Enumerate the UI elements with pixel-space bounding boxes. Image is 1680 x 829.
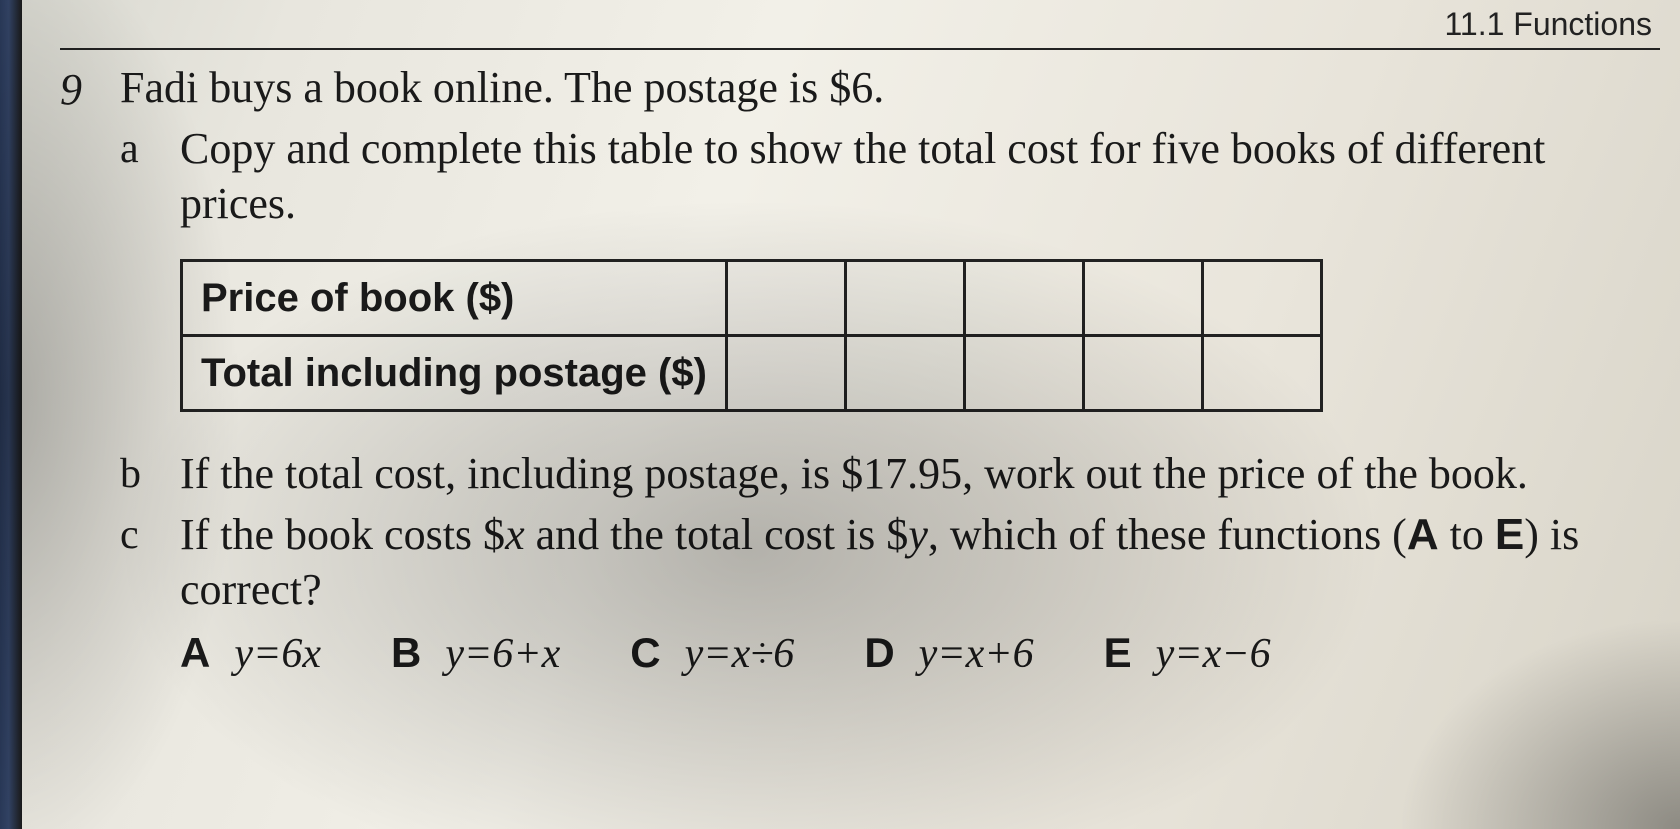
question-content: 9 Fadi buys a book online. The postage i… — [60, 60, 1652, 681]
option-D-expr: y=x+6 — [919, 631, 1034, 677]
blank-cell — [964, 261, 1083, 336]
page-left-binding — [0, 0, 22, 829]
option-D: Dy=x+6 — [864, 627, 1033, 681]
blank-cell — [845, 336, 964, 411]
row2-header: Total including postage ($) — [182, 336, 727, 411]
part-c-row: c If the book costs $x and the total cos… — [120, 507, 1652, 681]
row1-header: Price of book ($) — [182, 261, 727, 336]
part-a-row: a Copy and complete this table to show t… — [120, 121, 1652, 412]
blank-cell — [845, 261, 964, 336]
header-rule — [60, 48, 1660, 50]
blank-cell — [1202, 261, 1321, 336]
options-row: Ay=6x By=6+x Cy=x÷6 Dy=x+6 Ey=x−6 — [180, 627, 1652, 681]
part-a-body: Copy and complete this table to show the… — [180, 121, 1652, 412]
part-b-row: b If the total cost, including postage, … — [120, 446, 1652, 501]
part-a-label: a — [120, 121, 180, 173]
part-a-text: Copy and complete this table to show the… — [180, 124, 1545, 228]
question-stem: Fadi buys a book online. The postage is … — [120, 60, 1652, 115]
option-E: Ey=x−6 — [1104, 627, 1271, 681]
option-B: By=6+x — [391, 627, 560, 681]
part-c-text: If the book costs $x and the total cost … — [180, 510, 1579, 614]
option-E-expr: y=x−6 — [1156, 631, 1271, 677]
blank-cell — [726, 336, 845, 411]
question-stem-row: 9 Fadi buys a book online. The postage i… — [60, 60, 1652, 115]
option-C: Cy=x÷6 — [630, 627, 794, 681]
part-c-label: c — [120, 507, 180, 559]
blank-cell — [1083, 336, 1202, 411]
option-A-expr: y=6x — [234, 631, 321, 677]
option-A: Ay=6x — [180, 627, 321, 681]
question-number: 9 — [60, 60, 120, 115]
option-C-expr: y=x÷6 — [685, 631, 795, 677]
chapter-label: 11.1 Functions — [1444, 6, 1652, 43]
part-b-label: b — [120, 446, 180, 498]
option-B-expr: y=6+x — [445, 631, 560, 677]
part-b-text: If the total cost, including postage, is… — [180, 446, 1652, 501]
part-c-body: If the book costs $x and the total cost … — [180, 507, 1652, 681]
table-row: Total including postage ($) — [182, 336, 1322, 411]
table-row: Price of book ($) — [182, 261, 1322, 336]
blank-cell — [1083, 261, 1202, 336]
blank-cell — [726, 261, 845, 336]
price-table: Price of book ($) Total including postag… — [180, 259, 1323, 412]
blank-cell — [1202, 336, 1321, 411]
blank-cell — [964, 336, 1083, 411]
